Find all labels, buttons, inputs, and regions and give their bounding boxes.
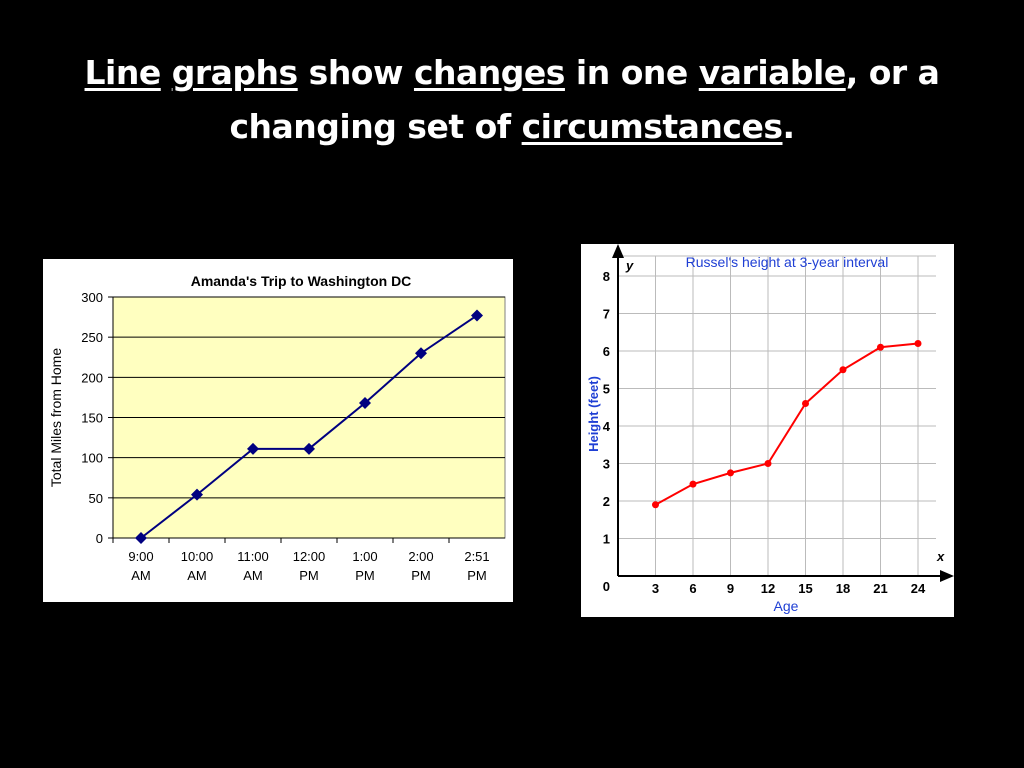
title_line2-segment-1: circumstances	[521, 107, 783, 146]
y-tick-label: 7	[603, 307, 610, 322]
series-line	[655, 342, 919, 506]
data-point	[191, 488, 203, 501]
x-axis-arrow	[940, 570, 954, 582]
x-tick-label: AM	[131, 568, 151, 583]
x-axis-label: Age	[774, 598, 799, 614]
amanda-trip-chart-svg: 0 50 100 150 200 250 300 9:00 AM 10:00 AM 11:00 AM 12…	[48, 273, 506, 583]
amanda-trip-chart: 0 50 100 150 200 250 300 9:00 AM 10:00 AM 11:00 AM 12…	[43, 259, 513, 602]
x-axis-letter: x	[936, 549, 945, 564]
x-tick-label: 15	[798, 581, 812, 596]
data-point	[914, 340, 922, 347]
y-tick-label: 250	[81, 330, 103, 345]
russel-height-chart: y x 1 2 3 4 5 6 7 8 0 3 6 9 12 15 18 21 24 Russel's height …	[581, 244, 954, 617]
data-point	[247, 442, 259, 455]
data-point	[359, 397, 371, 410]
x-tick-label: 21	[873, 581, 887, 596]
x-tick-label: 3	[652, 581, 659, 596]
y-tick-label: 8	[603, 269, 610, 284]
x-tick-label: 1:00	[352, 549, 377, 564]
title_line2-segment-2: .	[782, 107, 795, 146]
x-tick-label: 2:51	[464, 549, 489, 564]
x-tick-label: AM	[243, 568, 263, 583]
title_line1-segment-1	[161, 53, 172, 92]
title_line2-segment-0: changing set of	[229, 107, 522, 146]
data-point	[802, 400, 809, 407]
slide-title-line-1: Line graphs show changes in one variable…	[0, 46, 1024, 100]
data-point	[135, 532, 147, 544]
x-tick-label: PM	[299, 568, 319, 583]
title_line1-segment-5: in one	[564, 53, 699, 92]
x-tick-label: 6	[689, 581, 696, 596]
x-tick-label: PM	[355, 568, 375, 583]
x-tick-label: AM	[187, 568, 207, 583]
y-tick-label: 50	[89, 491, 103, 506]
y-tick-label: 100	[81, 451, 103, 466]
title_line1-segment-3: show	[297, 53, 414, 92]
y-tick-label: 150	[81, 411, 103, 426]
data-point	[303, 442, 315, 455]
y-tick-label: 300	[81, 290, 103, 305]
data-point	[764, 460, 772, 467]
y-axis-letter: y	[625, 258, 634, 273]
data-point	[727, 469, 734, 477]
y-axis-label: Height (feet)	[586, 376, 601, 452]
title_line1-segment-4: changes	[413, 53, 565, 92]
y-tick-label: 2	[603, 494, 610, 509]
x-tick-label: 12:00	[293, 549, 326, 564]
y-tick-label: 0	[96, 531, 103, 546]
y-tick-label: 200	[81, 370, 103, 385]
slide-title-line-2: changing set of circumstances.	[0, 100, 1024, 154]
x-tick-label: 10:00	[181, 549, 214, 564]
origin-label: 0	[603, 579, 610, 594]
x-tick-label: 2:00	[408, 549, 433, 564]
chart-title: Amanda's Trip to Washington DC	[191, 273, 412, 289]
data-point	[415, 347, 427, 360]
title_line1-segment-2: graphs	[171, 53, 298, 92]
title_line1-segment-6: variable	[698, 53, 846, 92]
y-tick-label: 5	[603, 382, 610, 397]
data-point	[652, 501, 659, 509]
y-tick-label: 4	[603, 419, 611, 434]
x-tick-label: 12	[761, 581, 775, 596]
data-point	[877, 343, 884, 351]
title_line1-segment-7: , or a	[845, 53, 940, 92]
x-tick-label: PM	[467, 568, 487, 583]
chart-title: Russel's height at 3-year interval	[686, 254, 889, 270]
x-tick-label: 24	[911, 581, 926, 596]
x-tick-label: 18	[836, 581, 850, 596]
slide-title: Line graphs show changes in one variable…	[0, 46, 1024, 154]
data-point	[839, 366, 847, 374]
title_line1-segment-0: Line	[84, 53, 162, 92]
data-point	[689, 480, 697, 488]
x-tick-label: 9	[727, 581, 734, 596]
y-axis-arrow	[612, 244, 624, 258]
y-tick-label: 6	[603, 344, 610, 359]
y-axis-label: Total Miles from Home	[48, 348, 64, 487]
y-tick-label: 3	[603, 457, 610, 472]
x-tick-label: 11:00	[237, 549, 269, 564]
data-point	[471, 309, 483, 322]
x-tick-label: PM	[411, 568, 431, 583]
x-tick-label: 9:00	[128, 549, 153, 564]
y-tick-label: 1	[603, 532, 610, 547]
